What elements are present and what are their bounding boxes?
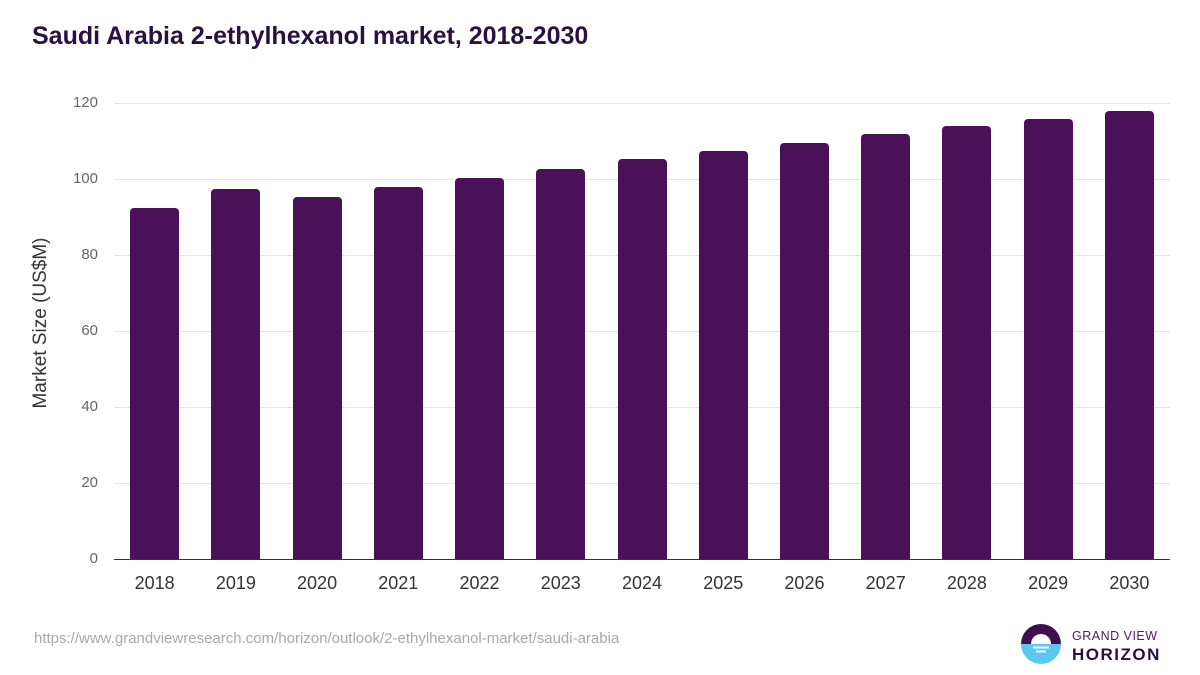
bar-2030[interactable]: [1104, 110, 1154, 559]
y-tick-label: 20: [81, 474, 98, 491]
y-tick-label: 80: [81, 246, 98, 263]
grand-view-horizon-logo[interactable]: GRAND VIEW HORIZON: [1020, 623, 1161, 670]
bar-2027[interactable]: [861, 134, 911, 559]
bar-2021[interactable]: [373, 186, 423, 559]
x-tick-label: 2020: [297, 573, 338, 593]
horizon-sun-icon: [1020, 623, 1062, 670]
bar-2019[interactable]: [211, 188, 261, 559]
x-tick-label: 2027: [865, 573, 906, 593]
gridline: [114, 103, 1170, 104]
y-tick-label: 0: [89, 550, 98, 567]
bar-2026[interactable]: [779, 142, 829, 559]
logo-line-2: HORIZON: [1072, 644, 1161, 664]
bar-2025[interactable]: [698, 150, 748, 559]
chart-title: Saudi Arabia 2-ethylhexanol market, 2018…: [32, 22, 589, 50]
x-tick-label: 2022: [459, 573, 500, 593]
x-tick-label: 2030: [1109, 573, 1150, 593]
bar-2024[interactable]: [617, 158, 667, 559]
y-tick-label: 40: [81, 398, 98, 415]
source-url[interactable]: https://www.grandviewresearch.com/horizo…: [34, 630, 620, 647]
x-tick-label: 2018: [134, 573, 175, 593]
y-tick-label: 100: [72, 170, 98, 187]
x-tick-label: 2029: [1028, 573, 1069, 593]
x-tick-label: 2028: [946, 573, 987, 593]
y-tick-label: 120: [72, 94, 98, 111]
bar-2023[interactable]: [536, 169, 586, 559]
x-tick-label: 2024: [621, 573, 663, 593]
x-tick-label: 2025: [703, 573, 744, 593]
x-tick-label: 2021: [378, 573, 419, 593]
plot-area: [114, 103, 1170, 560]
bar-2029[interactable]: [1023, 118, 1073, 559]
bar-2018[interactable]: [130, 207, 180, 559]
logo-line-1: GRAND VIEW: [1072, 629, 1158, 644]
y-tick-label: 60: [81, 322, 98, 339]
bar-2028[interactable]: [942, 126, 992, 559]
x-tick-label: 2019: [215, 573, 256, 593]
x-tick-label: 2026: [784, 573, 825, 593]
x-axis-line: [114, 559, 1170, 560]
x-tick-label: 2023: [540, 573, 581, 593]
bar-2020[interactable]: [292, 196, 342, 559]
bar-2022[interactable]: [455, 177, 505, 559]
